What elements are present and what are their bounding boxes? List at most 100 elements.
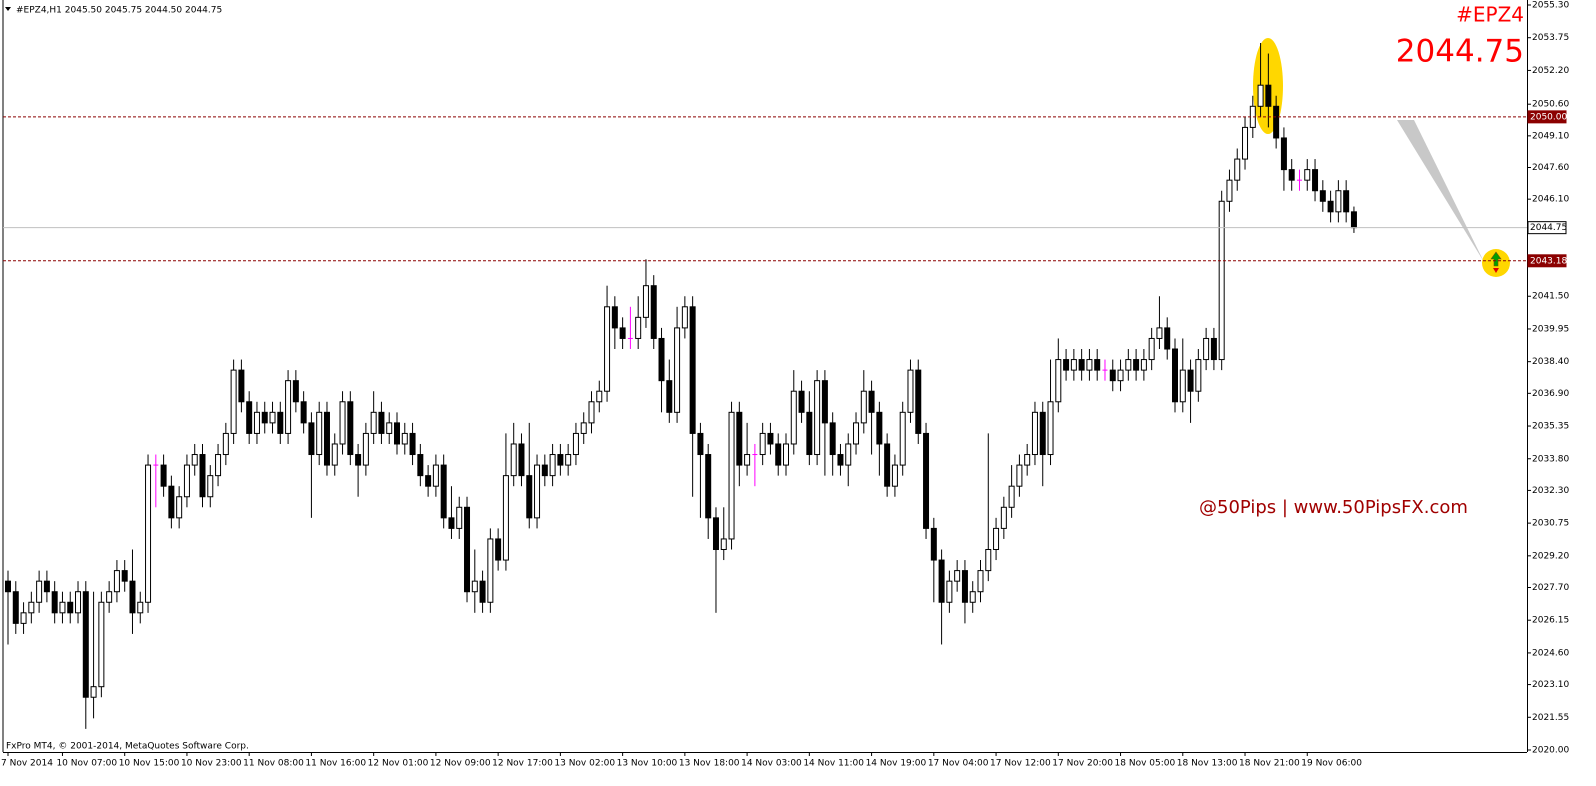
- body: [1312, 169, 1319, 192]
- x-tick-label: 13 Nov 02:00: [554, 759, 615, 769]
- body: [378, 411, 385, 434]
- body: [1257, 84, 1264, 107]
- body: [853, 422, 860, 445]
- body: [619, 327, 626, 339]
- body: [316, 411, 323, 456]
- y-tick-label: 2052.20: [1532, 66, 1569, 76]
- body: [1164, 327, 1171, 350]
- body: [1000, 506, 1007, 529]
- body: [1304, 169, 1311, 181]
- body: [269, 411, 276, 424]
- body: [183, 464, 190, 498]
- body: [1156, 327, 1163, 339]
- body: [425, 475, 432, 487]
- body: [300, 401, 307, 424]
- x-tick-label: 10 Nov 15:00: [119, 759, 180, 769]
- x-tick-label: 14 Nov 11:00: [803, 759, 864, 769]
- body: [720, 538, 727, 551]
- alert-icon: [1482, 249, 1510, 277]
- y-tick-label: 2036.90: [1532, 389, 1569, 399]
- body: [98, 601, 105, 688]
- body: [821, 380, 828, 424]
- y-tick-label: 2030.75: [1532, 519, 1569, 529]
- body: [1234, 158, 1241, 181]
- body: [891, 464, 898, 487]
- body: [985, 549, 992, 572]
- body: [20, 612, 27, 624]
- body: [121, 570, 128, 582]
- body: [1179, 369, 1186, 403]
- body: [907, 369, 914, 413]
- body: [471, 580, 478, 593]
- y-tick-label: 2049.10: [1532, 131, 1569, 141]
- y-tick-label: 2046.10: [1532, 195, 1569, 205]
- x-tick-label: 18 Nov 21:00: [1239, 759, 1300, 769]
- body: [884, 443, 891, 487]
- candles: [5, 42, 1357, 729]
- body: [961, 570, 968, 603]
- body: [689, 306, 696, 434]
- body: [526, 475, 533, 519]
- y-tick-label: 2029.20: [1532, 551, 1569, 561]
- body: [28, 601, 35, 614]
- body: [666, 380, 673, 413]
- body: [611, 306, 618, 329]
- dropdown-arrow: [5, 7, 11, 11]
- y-tick-label: 2020.00: [1532, 746, 1569, 756]
- body: [868, 390, 875, 413]
- body: [775, 443, 782, 466]
- x-tick-label: 17 Nov 20:00: [1052, 759, 1113, 769]
- body: [75, 591, 82, 614]
- y-tick-label: 2041.50: [1532, 292, 1569, 302]
- body: [36, 580, 43, 603]
- body: [448, 517, 455, 529]
- body: [43, 580, 50, 593]
- body: [1210, 337, 1217, 361]
- body: [1288, 169, 1295, 181]
- body: [946, 580, 953, 603]
- x-tick-label: 13 Nov 10:00: [617, 759, 678, 769]
- level-label: 2043.18: [1530, 256, 1567, 266]
- body: [487, 538, 494, 603]
- body: [1125, 359, 1132, 371]
- footer: FxPro MT4, © 2001-2014, MetaQuotes Softw…: [6, 742, 249, 752]
- watermark: @50Pips | www.50PipsFX.com: [1199, 497, 1468, 518]
- body: [1273, 105, 1280, 139]
- body: [1280, 137, 1287, 171]
- body: [1024, 454, 1031, 466]
- body: [899, 411, 906, 466]
- y-tick-label: 2033.80: [1532, 454, 1569, 464]
- body: [1343, 190, 1350, 213]
- body: [604, 306, 611, 392]
- body: [401, 432, 408, 445]
- body: [790, 390, 797, 445]
- body: [215, 454, 222, 477]
- x-tick-label: 13 Nov 18:00: [679, 759, 740, 769]
- level-label-box: [1527, 254, 1567, 268]
- y-tick-label: 2027.70: [1532, 583, 1569, 593]
- x-tick-label: 12 Nov 09:00: [430, 759, 491, 769]
- x-tick-label: 18 Nov 05:00: [1115, 759, 1176, 769]
- x-tick-label: 11 Nov 08:00: [243, 759, 304, 769]
- body: [339, 401, 346, 445]
- body: [417, 454, 424, 477]
- body: [160, 464, 167, 487]
- body: [1117, 369, 1124, 382]
- body: [495, 538, 502, 561]
- body: [1350, 211, 1357, 229]
- body: [977, 570, 984, 593]
- body: [596, 390, 603, 403]
- body: [191, 454, 198, 466]
- body: [253, 411, 260, 434]
- y-tick-label: 2024.60: [1532, 648, 1569, 658]
- body: [1047, 401, 1054, 456]
- x-tick-label: 14 Nov 19:00: [866, 759, 927, 769]
- body: [798, 390, 805, 413]
- level-label: 2050.00: [1530, 112, 1567, 122]
- body: [549, 454, 556, 477]
- body: [502, 475, 509, 561]
- body: [712, 517, 719, 551]
- y-tick-label: 2021.55: [1532, 713, 1569, 723]
- body: [82, 591, 89, 698]
